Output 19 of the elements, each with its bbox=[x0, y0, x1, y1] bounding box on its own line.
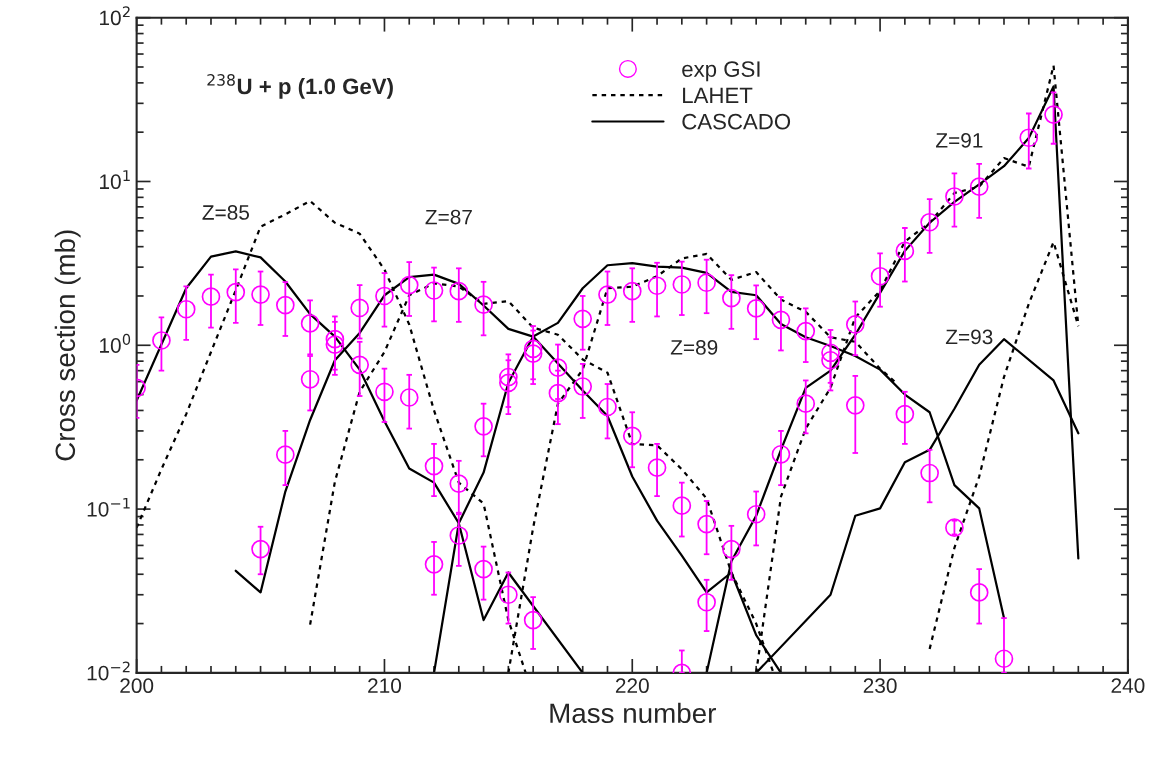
annotation: Z=85 bbox=[202, 205, 250, 220]
annotation: Z=89 bbox=[670, 340, 718, 355]
legend-label: CASCADO bbox=[682, 113, 791, 130]
y-axis-title: Cross section (mb) bbox=[54, 230, 81, 461]
x-tick-label: 230 bbox=[863, 678, 897, 694]
legend-label: exp GSI bbox=[682, 61, 760, 82]
annotation: Z=91 bbox=[936, 133, 983, 148]
x-tick-label: 240 bbox=[1111, 678, 1145, 694]
annotation: Z=87 bbox=[425, 209, 472, 225]
y-tick-label: 10$^{−1}$ bbox=[87, 497, 130, 517]
annotation: Z=93 bbox=[945, 329, 993, 345]
y-tick-label: 10$^{1}$ bbox=[100, 170, 130, 190]
x-tick-label: 210 bbox=[368, 678, 402, 694]
annotation: $^{238}$U + p (1.0 GeV) bbox=[207, 74, 393, 99]
x-axis-title: Mass number bbox=[550, 702, 716, 724]
x-tick-label: 220 bbox=[615, 678, 649, 694]
y-tick-label: 10$^{2}$ bbox=[100, 6, 130, 26]
y-tick-label: 10$^{0}$ bbox=[100, 333, 131, 353]
legend-label: LAHET bbox=[683, 87, 753, 103]
